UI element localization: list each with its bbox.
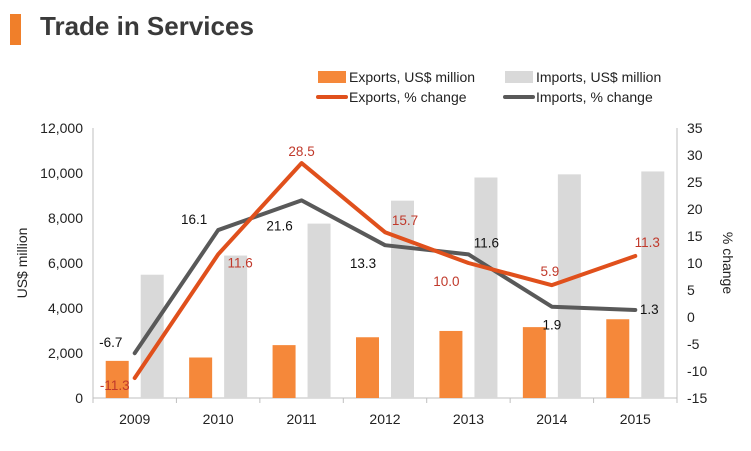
right-tick-label: 30	[687, 147, 703, 163]
x-tick-label: 2009	[119, 411, 150, 427]
exports-change-label: 11.3	[635, 235, 660, 250]
bars	[105, 171, 665, 398]
exports-bar	[105, 360, 129, 398]
left-tick-label: 2,000	[48, 345, 83, 361]
exports-change-label: 28.5	[288, 144, 314, 159]
exports-change-line	[132, 161, 638, 381]
left-tick-label: 0	[75, 390, 83, 406]
data-labels: -11.3 11.6 28.5 15.7 10.0 5.9 11.3 -6.7 16.1 21.6…	[99, 144, 660, 393]
imports-bar	[140, 274, 164, 398]
exports-bar	[606, 319, 630, 398]
imports-bar	[474, 177, 498, 398]
right-tick-label: 0	[687, 309, 695, 325]
exports-bar	[356, 337, 379, 398]
axes: 0 2,000 4,000 6,000 8,000 10,000 12,000 -15 -10 -…	[14, 120, 736, 427]
right-tick-label: -5	[687, 336, 700, 352]
right-tick-label: 5	[687, 282, 695, 298]
title-accent-bar	[10, 14, 21, 45]
legend-label: Imports, US$ million	[536, 69, 661, 85]
exports-change-label: 15.7	[392, 213, 418, 228]
right-axis-title: % change	[720, 232, 736, 294]
lines	[132, 161, 638, 381]
left-tick-label: 8,000	[48, 210, 83, 226]
imports-change-label: 1.9	[542, 318, 561, 333]
exports-bar	[439, 330, 463, 398]
imports-change-label: 16.1	[181, 212, 207, 227]
x-tick-label: 2012	[369, 411, 400, 427]
right-tick-label: 10	[687, 255, 703, 271]
left-tick-label: 4,000	[48, 300, 83, 316]
exports-bar	[189, 357, 213, 398]
right-tick-label: -15	[687, 390, 707, 406]
legend-label: Imports, % change	[536, 89, 653, 105]
x-tick-label: 2015	[620, 411, 651, 427]
imports-bar	[557, 174, 581, 398]
chart-title: Trade in Services	[40, 11, 254, 41]
exports-bar	[522, 327, 546, 398]
x-tick-label: 2013	[453, 411, 484, 427]
x-tick-label: 2014	[536, 411, 567, 427]
exports-change-label: -11.3	[100, 378, 130, 393]
right-tick-label: 20	[687, 201, 703, 217]
imports-change-label: 13.3	[350, 256, 376, 271]
imports-bar	[391, 200, 414, 398]
right-tick-label: 15	[687, 228, 703, 244]
left-tick-label: 12,000	[40, 120, 83, 136]
imports-bar	[224, 255, 248, 398]
legend-label: Exports, % change	[349, 89, 467, 105]
left-axis-title: US$ million	[14, 228, 30, 299]
right-tick-label: -10	[687, 363, 707, 379]
right-tick-label: 35	[687, 120, 703, 136]
legend-label: Exports, US$ million	[349, 69, 475, 85]
imports-bar	[641, 171, 665, 398]
x-tick-label: 2011	[287, 411, 317, 427]
right-tick-label: 25	[687, 174, 703, 190]
exports-bar	[272, 345, 296, 398]
imports-change-label: -6.7	[99, 335, 122, 350]
imports-change-label: 1.3	[640, 302, 659, 317]
imports-change-label: 11.6	[474, 235, 499, 250]
legend-swatch	[318, 71, 346, 83]
x-tick-label: 2010	[203, 411, 234, 427]
imports-change-label: 21.6	[266, 218, 292, 233]
imports-change-line	[132, 198, 638, 356]
exports-change-label: 5.9	[540, 264, 559, 279]
imports-bar	[307, 223, 331, 398]
left-tick-label: 10,000	[40, 165, 83, 181]
exports-change-label: 11.6	[228, 255, 253, 270]
legend: Exports, US$ million Imports, US$ million…	[316, 69, 661, 105]
legend-swatch	[505, 71, 533, 83]
exports-change-label: 10.0	[433, 274, 459, 289]
left-tick-label: 6,000	[48, 255, 83, 271]
